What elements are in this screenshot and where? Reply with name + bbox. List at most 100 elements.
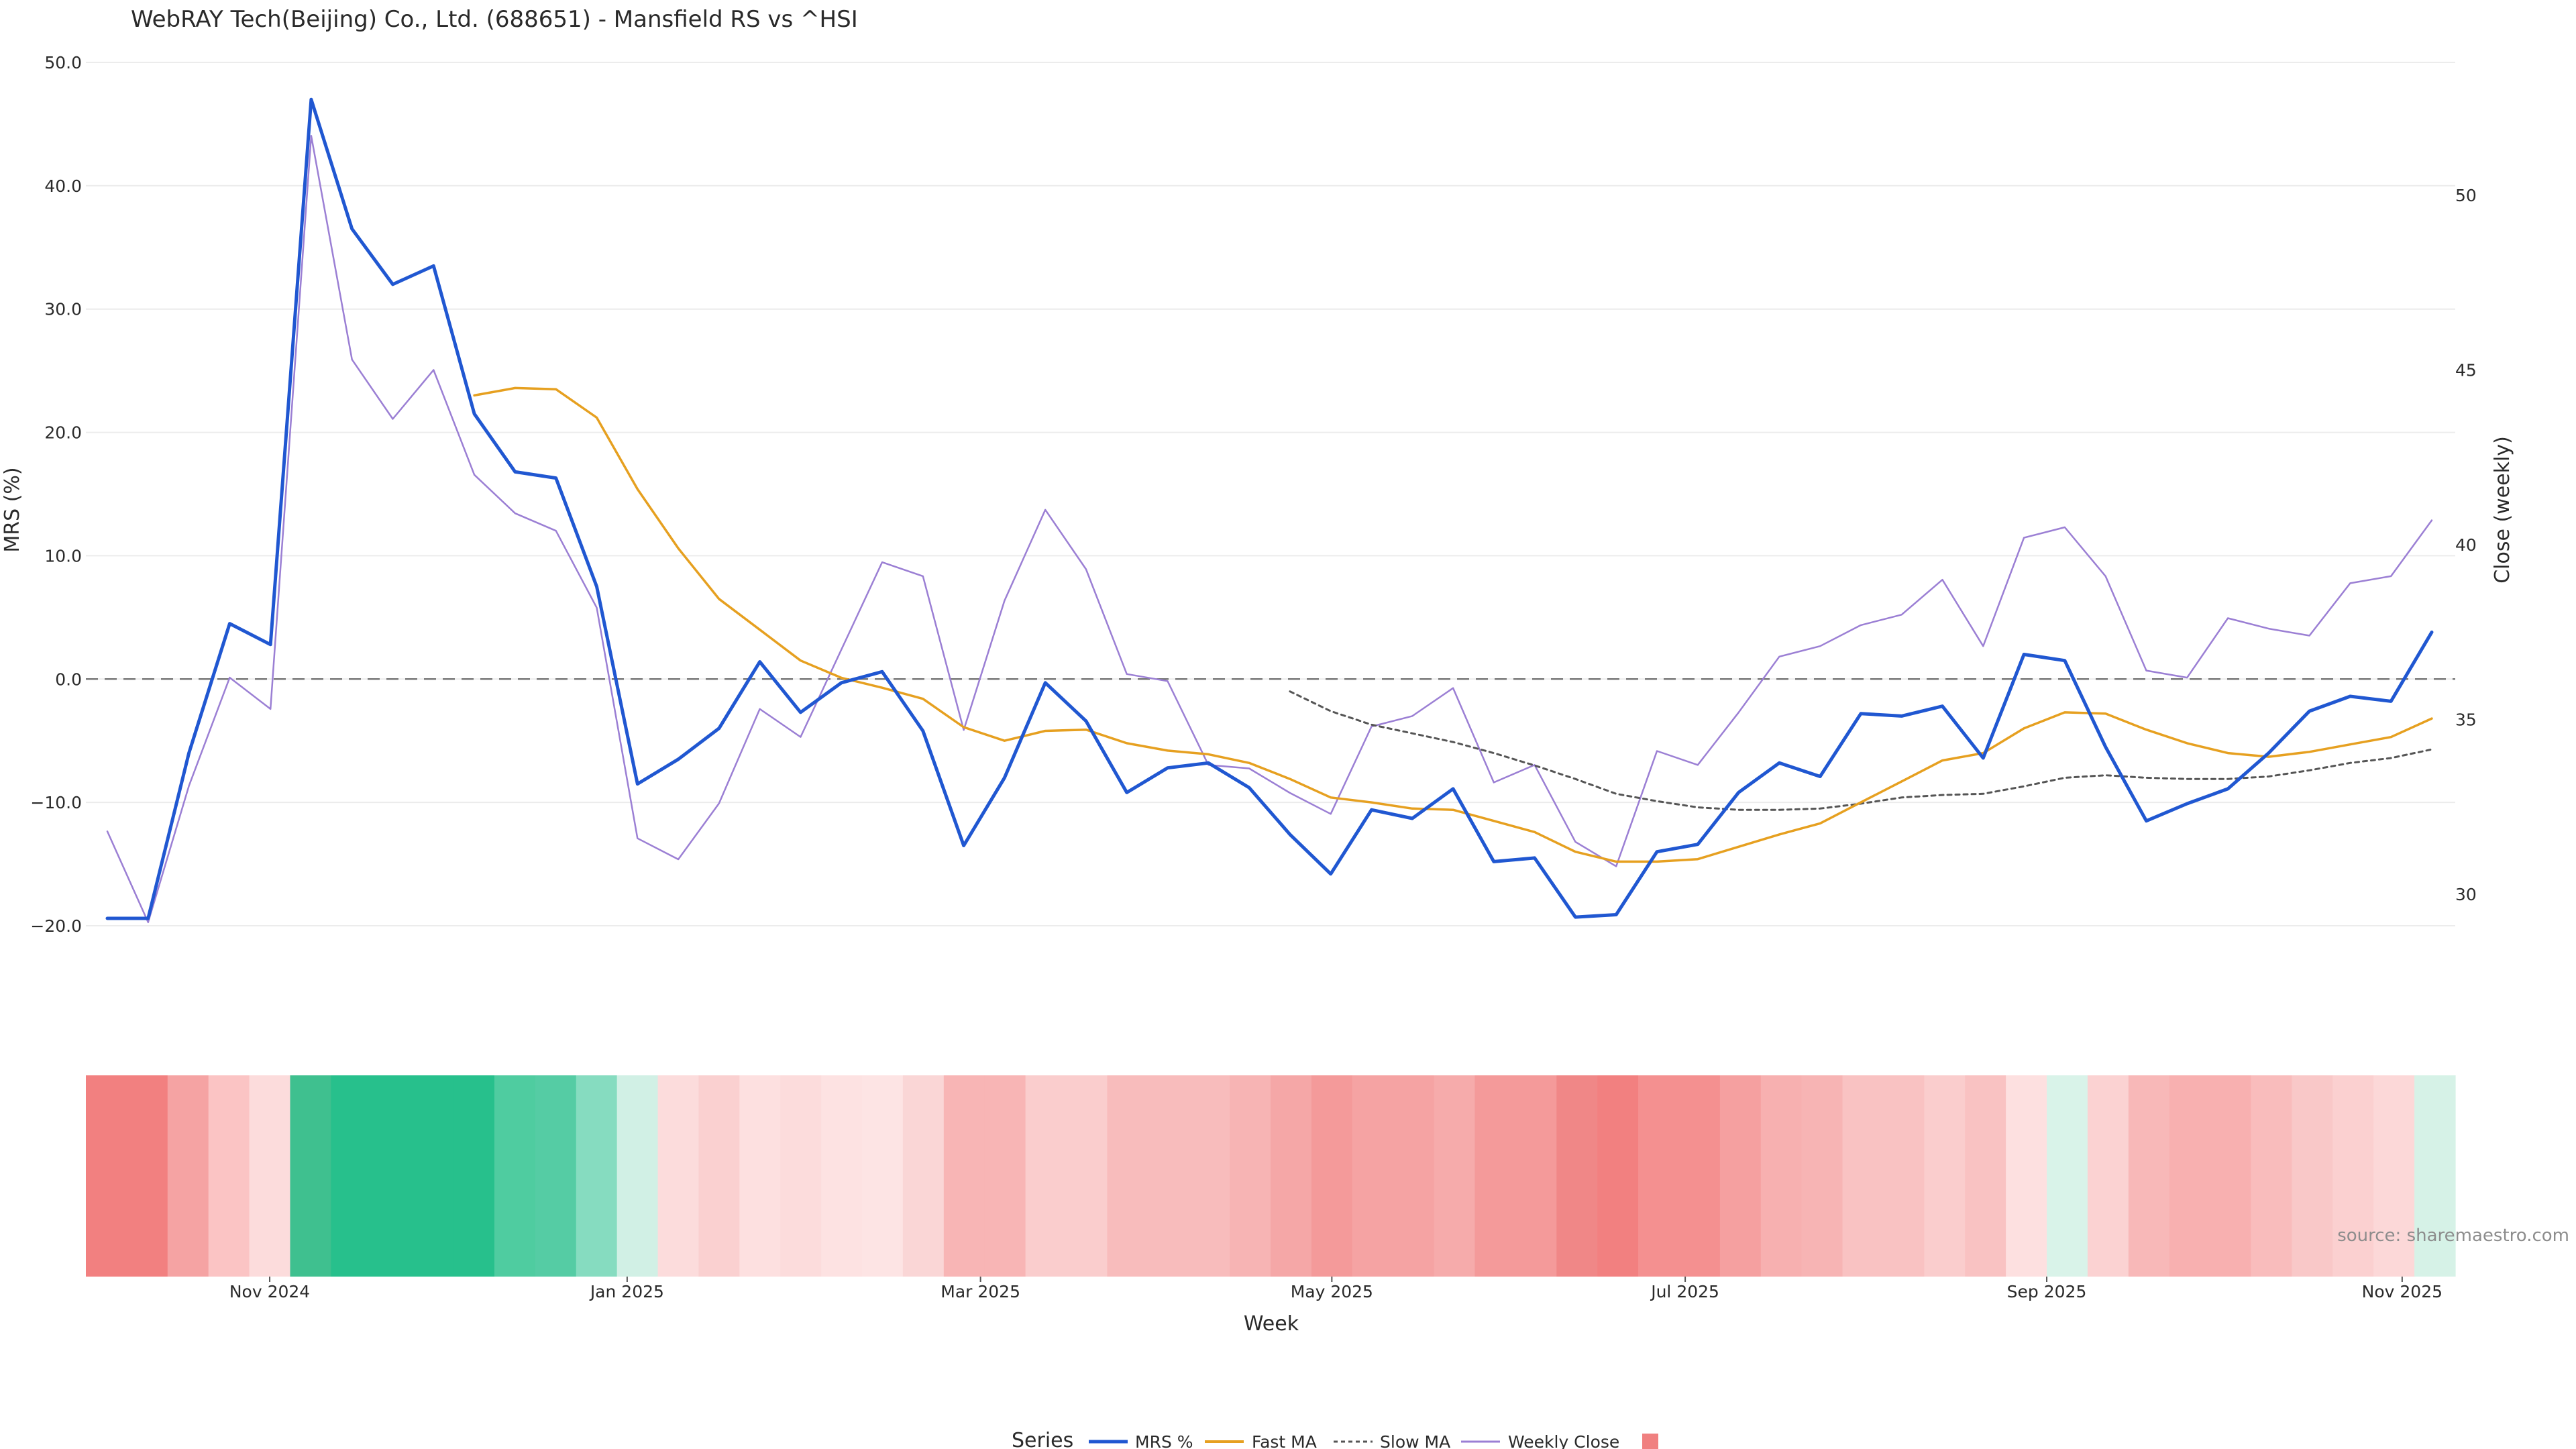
heatmap-cell bbox=[167, 1075, 209, 1277]
legend-swatch-heatmap bbox=[1642, 1434, 1658, 1449]
right-axis-ticks: 50 45 40 35 30 bbox=[2455, 186, 2477, 904]
heatmap-cell bbox=[290, 1075, 331, 1277]
x-axis-label: Week bbox=[1244, 1312, 1299, 1336]
heatmap-cell bbox=[2414, 1075, 2456, 1277]
heatmap-cell bbox=[1352, 1075, 1394, 1277]
y-right-tick-label: 40 bbox=[2455, 535, 2477, 555]
heatmap-cell bbox=[2169, 1075, 2211, 1277]
heatmap-cell bbox=[1025, 1075, 1067, 1277]
heatmap-cell bbox=[1271, 1075, 1312, 1277]
heatmap-cell bbox=[2047, 1075, 2088, 1277]
heatmap-cell bbox=[1189, 1075, 1230, 1277]
heatmap-cell bbox=[372, 1075, 413, 1277]
heatmap-cell bbox=[2128, 1075, 2170, 1277]
heatmap-cell bbox=[739, 1075, 781, 1277]
heatmap-cell bbox=[535, 1075, 577, 1277]
legend-label-fast-ma: Fast MA bbox=[1252, 1432, 1317, 1449]
legend-label-weekly-close: Weekly Close bbox=[1508, 1432, 1619, 1449]
heatmap-cell bbox=[2087, 1075, 2129, 1277]
y-left-tick-label: 10.0 bbox=[44, 546, 82, 566]
source-label: source: sharemaestro.com bbox=[2337, 1226, 2569, 1246]
heatmap-cell bbox=[1760, 1075, 1803, 1277]
heatmap-cell bbox=[1965, 1075, 2006, 1277]
heatmap-cell bbox=[2251, 1075, 2293, 1277]
series-fast-ma-line bbox=[473, 386, 2433, 863]
legend: Series MRS % Fast MA Slow MA Weekly Clos… bbox=[1012, 1429, 1658, 1449]
heatmap-cell bbox=[616, 1075, 659, 1277]
heatmap-cell bbox=[862, 1075, 904, 1277]
heatmap-cell bbox=[1924, 1075, 1966, 1277]
heatmap-cell bbox=[249, 1075, 291, 1277]
heatmap-strip bbox=[86, 1075, 2456, 1277]
y-left-tick-label: 0.0 bbox=[55, 669, 82, 689]
series-mrs-line bbox=[105, 97, 2434, 920]
legend-label-mrs: MRS % bbox=[1135, 1432, 1193, 1449]
y-left-tick-label: 30.0 bbox=[44, 300, 82, 319]
heatmap-cell bbox=[821, 1075, 863, 1277]
heatmap-cell bbox=[1556, 1075, 1598, 1277]
heatmap-cell bbox=[780, 1075, 822, 1277]
heatmap-cell bbox=[902, 1075, 945, 1277]
heatmap-cell bbox=[1678, 1075, 1721, 1277]
y-left-tick-label: −20.0 bbox=[30, 916, 82, 936]
heatmap-cell bbox=[331, 1075, 372, 1277]
heatmap-cell bbox=[2292, 1075, 2333, 1277]
heatmap-cell bbox=[126, 1075, 168, 1277]
chart-title: WebRAY Tech(Beijing) Co., Ltd. (688651) … bbox=[131, 6, 858, 33]
heatmap-cell bbox=[413, 1075, 454, 1277]
heatmap-cell bbox=[1842, 1075, 1884, 1277]
heatmap-cell bbox=[1883, 1075, 1925, 1277]
y-left-tick-label: −10.0 bbox=[30, 793, 82, 812]
left-axis-ticks: 50.0 40.0 30.0 20.0 10.0 0.0 −10.0 −20.0 bbox=[30, 53, 82, 936]
heatmap-cell bbox=[1393, 1075, 1435, 1277]
x-tick-label: May 2025 bbox=[1291, 1282, 1373, 1301]
heatmap-cell bbox=[943, 1075, 985, 1277]
y-axis-left-label: MRS (%) bbox=[1, 467, 24, 552]
heatmap-cell bbox=[984, 1075, 1026, 1277]
y-left-tick-label: 20.0 bbox=[44, 423, 82, 443]
x-axis-ticks: Nov 2024 Jan 2025 Mar 2025 May 2025 Jul 2025… bbox=[229, 1277, 2443, 1301]
heatmap-cell bbox=[698, 1075, 740, 1277]
y-axis-right-label: Close (weekly) bbox=[2491, 436, 2514, 584]
heatmap-cell bbox=[657, 1075, 700, 1277]
series-slow-ma-line bbox=[1289, 690, 2433, 811]
x-tick-label: Mar 2025 bbox=[941, 1282, 1020, 1301]
x-tick-label: Nov 2024 bbox=[229, 1282, 310, 1301]
heatmap-cell bbox=[1801, 1075, 1843, 1277]
grid-lines bbox=[86, 62, 2455, 926]
y-left-tick-label: 40.0 bbox=[44, 176, 82, 196]
heatmap-cell bbox=[2373, 1075, 2415, 1277]
y-right-tick-label: 45 bbox=[2455, 361, 2477, 380]
heatmap-cell bbox=[494, 1075, 536, 1277]
heatmap-cell bbox=[453, 1075, 495, 1277]
x-tick-label: Nov 2025 bbox=[2362, 1282, 2443, 1301]
legend-title: Series bbox=[1012, 1429, 1073, 1449]
heatmap-cell bbox=[1515, 1075, 1557, 1277]
heatmap-cell bbox=[1597, 1075, 1639, 1277]
heatmap-cell bbox=[2332, 1075, 2374, 1277]
heatmap-cell bbox=[576, 1075, 618, 1277]
heatmap-cell bbox=[1434, 1075, 1476, 1277]
heatmap-cell bbox=[1230, 1075, 1271, 1277]
heatmap-cell bbox=[2006, 1075, 2047, 1277]
heatmap-cell bbox=[1719, 1075, 1762, 1277]
y-right-tick-label: 35 bbox=[2455, 710, 2477, 730]
heatmap-cell bbox=[1107, 1075, 1148, 1277]
heatmap-cell bbox=[1311, 1075, 1353, 1277]
heatmap-cell bbox=[2210, 1075, 2252, 1277]
legend-label-slow-ma: Slow MA bbox=[1380, 1432, 1450, 1449]
y-left-tick-label: 50.0 bbox=[44, 53, 82, 72]
heatmap-cell bbox=[1474, 1075, 1516, 1277]
heatmap-cell bbox=[1148, 1075, 1189, 1277]
heatmap-cell bbox=[1638, 1075, 1680, 1277]
x-tick-label: Jul 2025 bbox=[1650, 1282, 1719, 1301]
series-weekly-close-line bbox=[106, 135, 2433, 924]
heatmap-cell bbox=[86, 1075, 127, 1277]
x-tick-label: Sep 2025 bbox=[2007, 1282, 2087, 1301]
heatmap-cell bbox=[208, 1075, 250, 1277]
heatmap-cell bbox=[1066, 1075, 1108, 1277]
series-layer bbox=[105, 97, 2434, 924]
y-right-tick-label: 30 bbox=[2455, 885, 2477, 904]
y-right-tick-label: 50 bbox=[2455, 186, 2477, 205]
